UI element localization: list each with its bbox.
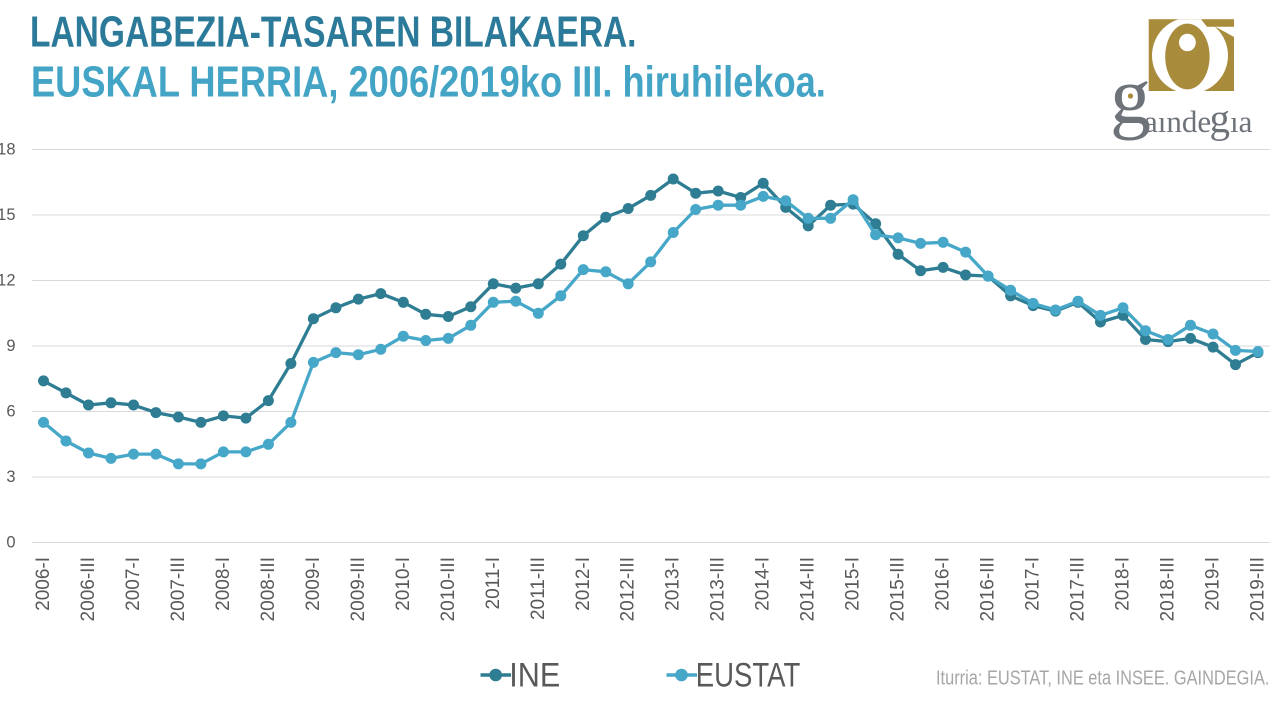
svg-text:2014-III: 2014-III — [798, 557, 819, 621]
svg-text:2015-III: 2015-III — [888, 557, 909, 621]
svg-text:2008-I: 2008-I — [213, 557, 234, 611]
svg-text:LANGABEZIA-TASAREN BILAKAERA.: LANGABEZIA-TASAREN BILAKAERA. — [30, 8, 636, 56]
svg-text:2013-I: 2013-I — [663, 557, 684, 611]
svg-text:2012-III: 2012-III — [618, 557, 639, 621]
svg-text:15: 15 — [0, 206, 16, 224]
svg-text:ıa: ıa — [1230, 104, 1253, 139]
svg-text:2014-I: 2014-I — [753, 557, 774, 611]
svg-text:2007-III: 2007-III — [168, 557, 189, 621]
svg-text:2018-III: 2018-III — [1158, 557, 1179, 621]
svg-text:2012-I: 2012-I — [573, 557, 594, 611]
svg-text:0: 0 — [6, 534, 15, 552]
svg-text:2016-I: 2016-I — [933, 557, 954, 611]
svg-text:2007-I: 2007-I — [123, 557, 144, 611]
svg-text:2010-III: 2010-III — [438, 557, 459, 621]
svg-text:2009-III: 2009-III — [348, 557, 369, 621]
svg-text:EUSKAL HERRIA, 2006/2019ko III: EUSKAL HERRIA, 2006/2019ko III. hiruhile… — [31, 57, 826, 106]
svg-text:Iturria: EUSTAT, INE eta INSEE: Iturria: EUSTAT, INE eta INSEE. GAINDEGI… — [936, 666, 1269, 689]
svg-text:g: g — [1210, 95, 1231, 141]
svg-text:2017-III: 2017-III — [1068, 557, 1089, 621]
svg-text:2019-I: 2019-I — [1203, 557, 1224, 611]
svg-text:2011-III: 2011-III — [528, 557, 549, 620]
svg-text:18: 18 — [0, 141, 16, 159]
svg-text:9: 9 — [6, 337, 15, 355]
svg-text:2015-I: 2015-I — [843, 557, 864, 611]
svg-text:2006-I: 2006-I — [33, 557, 54, 611]
svg-text:INE: INE — [509, 656, 560, 694]
svg-text:3: 3 — [6, 468, 15, 486]
svg-text:2009-I: 2009-I — [303, 557, 324, 611]
svg-text:2011-I: 2011-I — [483, 557, 504, 609]
svg-text:6: 6 — [6, 403, 15, 421]
svg-text:EUSTAT: EUSTAT — [696, 656, 801, 694]
svg-text:12: 12 — [0, 272, 16, 290]
svg-text:2016-III: 2016-III — [978, 557, 999, 621]
svg-text:2006-III: 2006-III — [78, 557, 99, 621]
svg-text:2017-I: 2017-I — [1023, 557, 1044, 611]
svg-text:2008-III: 2008-III — [258, 557, 279, 621]
svg-text:aınde: aınde — [1144, 104, 1211, 139]
svg-text:2019-III: 2019-III — [1248, 557, 1269, 621]
svg-text:2013-III: 2013-III — [708, 557, 729, 621]
svg-text:2010-I: 2010-I — [393, 557, 414, 611]
svg-text:2018-I: 2018-I — [1113, 557, 1134, 611]
